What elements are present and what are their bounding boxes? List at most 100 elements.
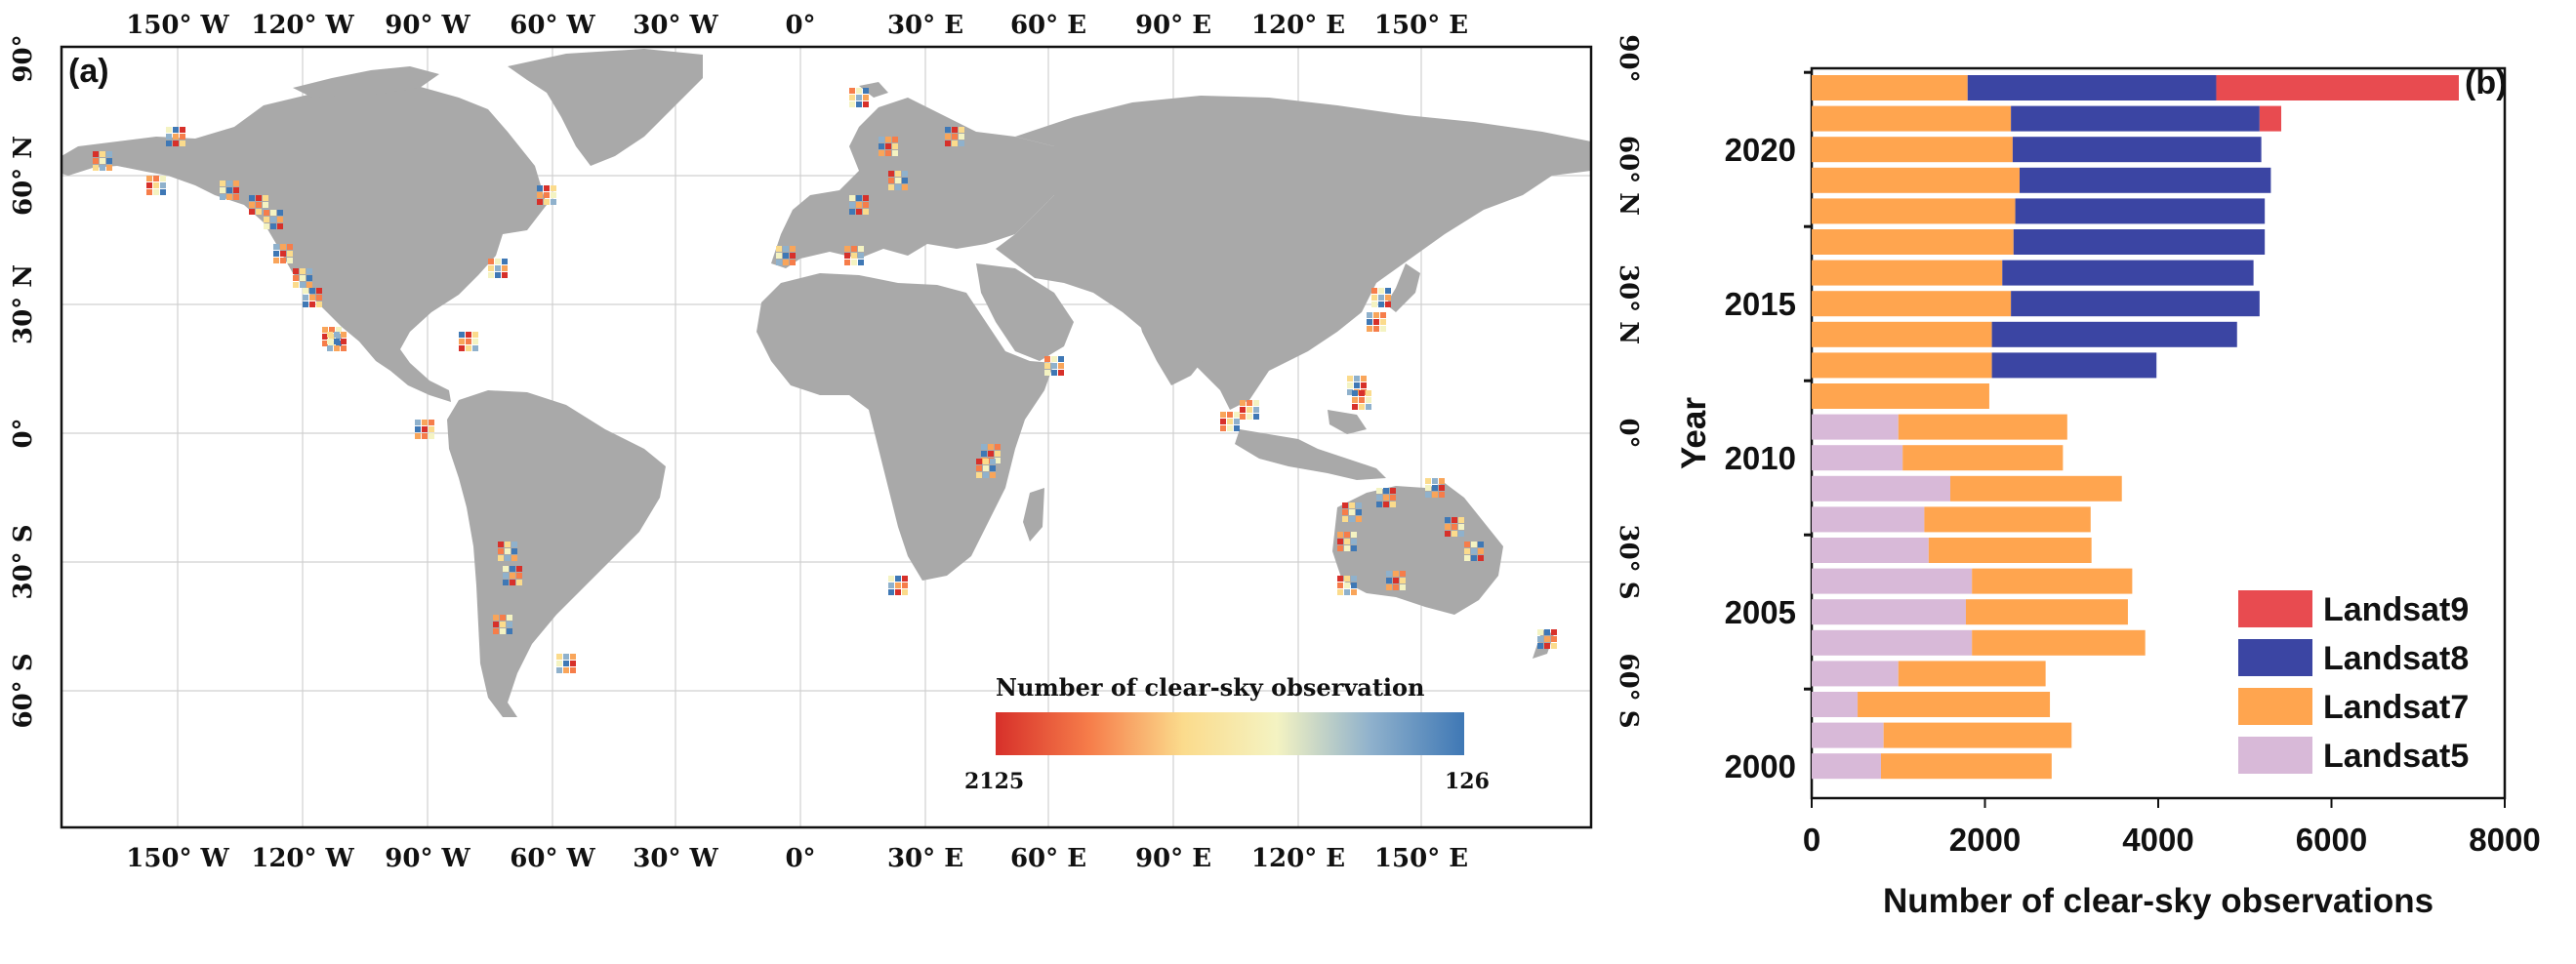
observation-site-marker xyxy=(166,127,185,146)
site-pixel xyxy=(503,573,509,579)
site-pixel xyxy=(1240,407,1246,413)
landmass-arabia-india xyxy=(976,263,1210,385)
site-pixel xyxy=(270,223,276,229)
site-pixel xyxy=(990,472,996,478)
bar-landsat7-2021 xyxy=(1812,105,2012,132)
site-pixel xyxy=(902,589,908,595)
site-pixel xyxy=(1471,542,1477,547)
site-pixel xyxy=(1386,584,1392,590)
observation-site-marker xyxy=(1464,542,1484,561)
lat-tick-right: 30° N xyxy=(1614,264,1643,344)
site-pixel xyxy=(507,628,512,634)
legend-swatch-landsat9 xyxy=(2238,590,2312,627)
site-pixel xyxy=(277,217,283,222)
site-pixel xyxy=(1349,502,1355,508)
observation-site-marker xyxy=(1425,478,1445,498)
observation-site-marker xyxy=(220,181,239,200)
site-pixel xyxy=(902,184,908,190)
legend: Landsat9 Landsat8 Landsat7 Landsat5 xyxy=(2238,590,2469,775)
site-pixel xyxy=(1373,319,1379,325)
site-pixel xyxy=(1349,509,1355,515)
site-pixel xyxy=(1337,532,1343,538)
site-pixel xyxy=(1240,414,1246,420)
site-pixel xyxy=(790,246,796,252)
site-pixel xyxy=(1445,531,1451,537)
site-pixel xyxy=(1439,485,1445,491)
site-pixel xyxy=(537,192,543,198)
observation-site-marker xyxy=(93,151,112,171)
site-pixel xyxy=(1537,629,1543,635)
site-pixel xyxy=(256,195,262,201)
site-pixel xyxy=(981,444,987,450)
site-pixel xyxy=(507,622,512,627)
map-frame xyxy=(60,45,1593,829)
bar-landsat8-2021 xyxy=(2011,105,2260,132)
landmass-svalbard xyxy=(859,82,888,98)
bar-landsat8-2015 xyxy=(2011,291,2260,317)
site-pixel xyxy=(180,134,185,140)
lon-tick-bottom: 90° W xyxy=(385,844,470,873)
observation-site-marker xyxy=(303,288,322,307)
lon-tick-top: 30° E xyxy=(887,11,963,40)
site-pixel xyxy=(856,88,862,94)
site-pixel xyxy=(293,282,299,288)
site-pixel xyxy=(1452,517,1457,523)
site-pixel xyxy=(334,345,340,351)
site-pixel xyxy=(505,555,511,561)
site-pixel xyxy=(316,295,322,301)
site-pixel xyxy=(892,150,898,156)
lon-tick-top: 150° W xyxy=(126,11,229,40)
site-pixel xyxy=(945,134,951,140)
bar-landsat5-2007 xyxy=(1812,538,1929,563)
site-pixel xyxy=(180,141,185,146)
site-pixel xyxy=(264,217,269,222)
site-pixel xyxy=(1367,319,1372,325)
site-pixel xyxy=(863,88,869,94)
observation-site-marker xyxy=(844,246,864,265)
site-pixel xyxy=(1359,390,1365,396)
site-pixel xyxy=(952,127,958,133)
lat-tick-right: 30° S xyxy=(1614,524,1643,599)
site-pixel xyxy=(563,661,569,666)
site-pixel xyxy=(1551,643,1557,649)
bar-landsat8-2022 xyxy=(1967,75,2217,100)
site-pixel xyxy=(1347,376,1353,382)
observation-site-marker xyxy=(459,332,478,351)
bar-landsat7-2010 xyxy=(1902,445,2064,471)
longitude-ticks-top: 150° W 120° W 90° W 60° W 30° W 0° 30° E 60° E 9… xyxy=(126,11,1468,40)
site-pixel xyxy=(1220,425,1226,431)
site-pixel xyxy=(1220,412,1226,418)
landmass-se-asia-islands xyxy=(1235,410,1386,480)
landmass-africa xyxy=(756,273,1054,581)
bar-landsat8-2018 xyxy=(2015,198,2266,224)
landmass-australia xyxy=(1332,483,1503,615)
site-pixel xyxy=(1359,404,1365,410)
landmass-greenland xyxy=(508,49,703,166)
site-pixel xyxy=(500,615,506,621)
bar-landsat9-2022 xyxy=(2216,75,2459,100)
site-pixel xyxy=(1464,548,1470,554)
site-pixel xyxy=(783,253,789,259)
site-pixel xyxy=(1445,517,1451,523)
lon-tick-bottom: 120° E xyxy=(1251,844,1345,873)
site-pixel xyxy=(1342,509,1348,515)
site-pixel xyxy=(1386,578,1392,583)
site-pixel xyxy=(1354,382,1360,388)
site-pixel xyxy=(856,95,862,100)
site-pixel xyxy=(495,265,501,271)
site-pixel xyxy=(945,141,951,146)
site-pixel xyxy=(1352,390,1358,396)
site-pixel xyxy=(892,137,898,142)
lon-tick-top: 120° W xyxy=(251,11,354,40)
site-pixel xyxy=(1234,419,1240,424)
site-pixel xyxy=(1537,636,1543,642)
site-pixel xyxy=(1383,502,1389,507)
site-pixel xyxy=(1351,589,1357,595)
lat-tick-right: 60° S xyxy=(1614,653,1643,728)
site-pixel xyxy=(1376,488,1382,494)
site-pixel xyxy=(990,459,996,464)
site-pixel xyxy=(1351,576,1357,582)
site-pixel xyxy=(1464,542,1470,547)
site-pixel xyxy=(300,275,306,281)
site-pixel xyxy=(293,268,299,274)
